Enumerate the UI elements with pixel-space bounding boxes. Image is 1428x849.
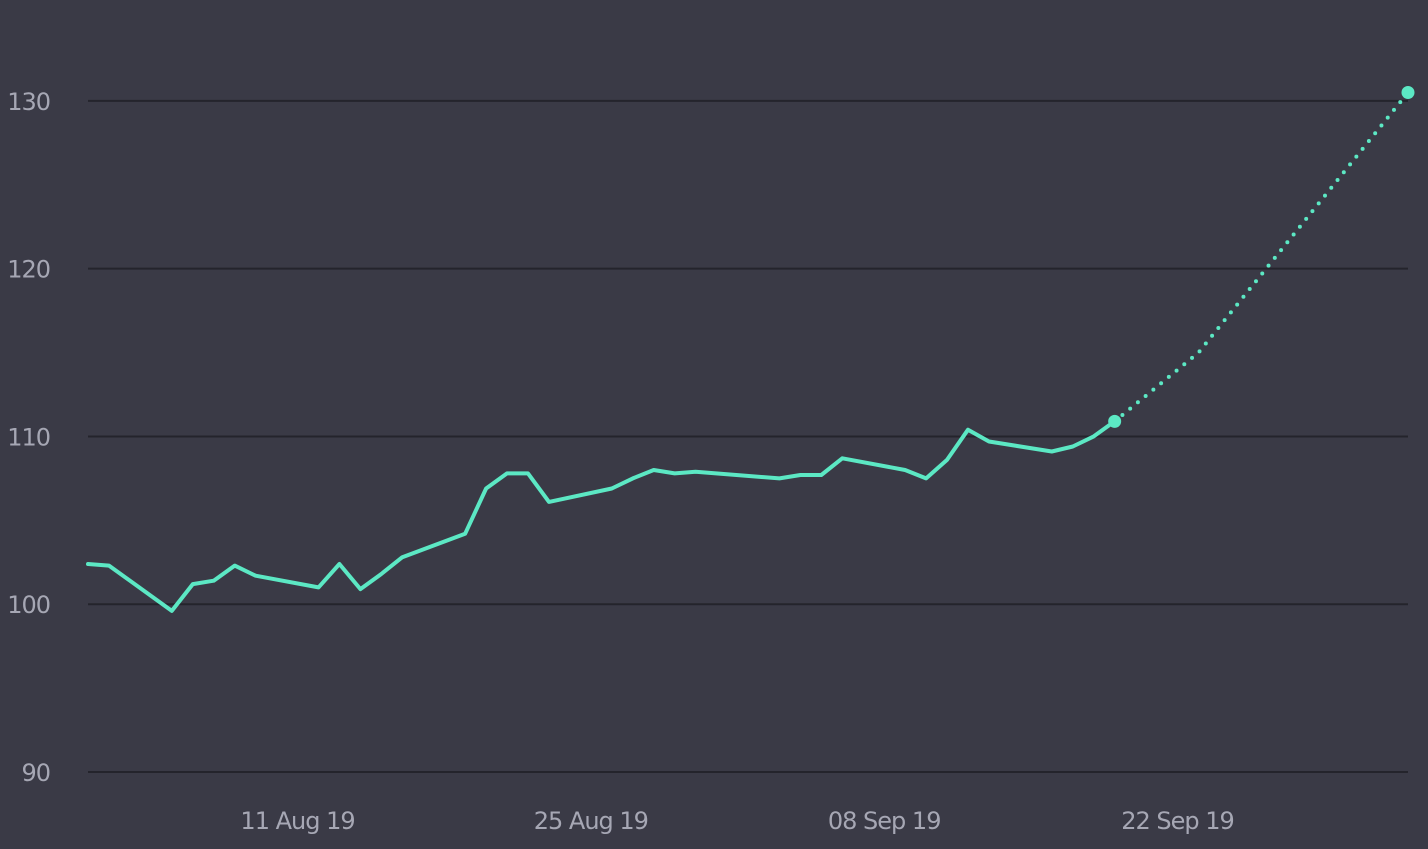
projection-line-dotted [1112, 90, 1410, 424]
y-tick-label: 110 [7, 423, 50, 451]
series-lines [86, 90, 1410, 613]
x-axis-ticks: 11 Aug 19 25 Aug 19 08 Sep 19 22 Sep 19 [240, 807, 1234, 835]
y-tick-label: 90 [21, 759, 50, 787]
x-tick-label: 22 Sep 19 [1121, 807, 1234, 835]
x-tick-label: 08 Sep 19 [828, 807, 941, 835]
x-tick-label: 11 Aug 19 [240, 807, 354, 835]
grid-lines [88, 99, 1408, 773]
y-axis-ticks: 90 100 110 120 130 [7, 88, 51, 787]
data-point-marker[interactable] [1401, 86, 1415, 99]
x-tick-label: 25 Aug 19 [534, 807, 648, 835]
series-line [86, 419, 1117, 613]
y-tick-label: 130 [7, 88, 50, 116]
series-markers [1108, 86, 1415, 428]
y-tick-label: 100 [7, 591, 50, 619]
y-tick-label: 120 [7, 256, 50, 284]
data-point-marker[interactable] [1108, 414, 1122, 428]
